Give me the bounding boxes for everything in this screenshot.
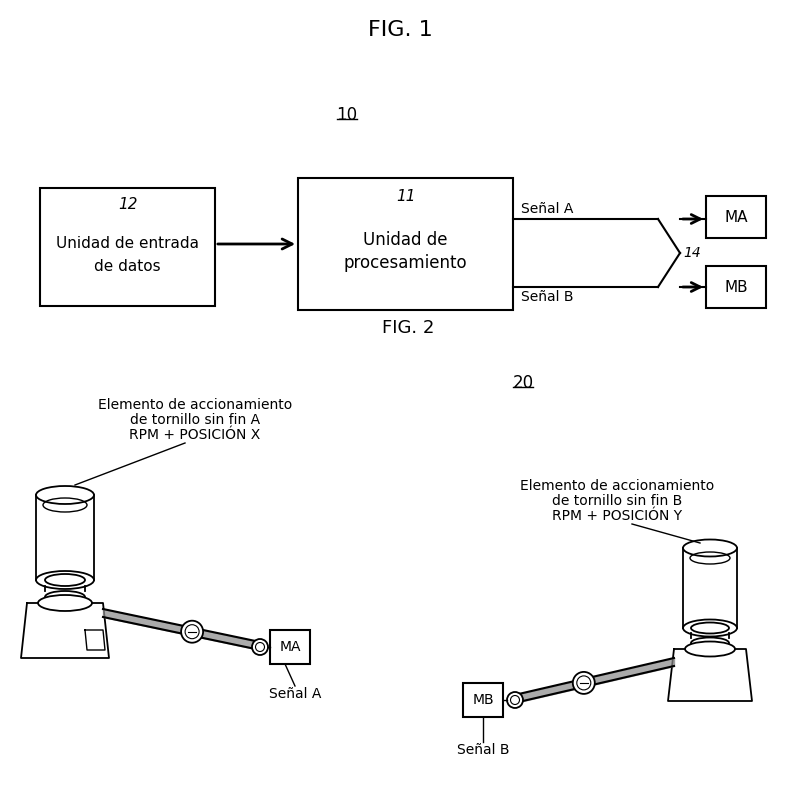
Text: 12: 12	[118, 196, 138, 211]
Text: Unidad de entrada: Unidad de entrada	[56, 235, 199, 250]
Text: procesamiento: procesamiento	[344, 254, 467, 272]
Text: RPM + POSICIÓN Y: RPM + POSICIÓN Y	[552, 509, 682, 523]
Bar	[706, 266, 766, 308]
Bar	[463, 683, 503, 717]
Text: Unidad de: Unidad de	[363, 231, 448, 249]
Text: Señal A: Señal A	[269, 687, 321, 701]
Ellipse shape	[252, 639, 268, 655]
Ellipse shape	[685, 642, 735, 657]
Text: 10: 10	[337, 106, 358, 124]
Text: Señal B: Señal B	[457, 743, 510, 757]
Text: 11: 11	[396, 188, 415, 204]
Bar	[706, 196, 766, 238]
Text: Señal A: Señal A	[521, 202, 574, 216]
Bar	[40, 188, 215, 306]
Text: 14: 14	[683, 246, 701, 260]
Text: de tornillo sin fin A: de tornillo sin fin A	[130, 413, 260, 427]
Text: de datos: de datos	[94, 258, 161, 273]
Text: Señal B: Señal B	[521, 290, 574, 304]
Ellipse shape	[691, 638, 729, 649]
Ellipse shape	[691, 623, 729, 634]
Ellipse shape	[38, 595, 92, 611]
Text: MA: MA	[279, 640, 301, 654]
Ellipse shape	[573, 672, 594, 694]
Polygon shape	[668, 649, 752, 701]
Text: FIG. 2: FIG. 2	[382, 319, 434, 337]
Ellipse shape	[36, 486, 94, 504]
Text: MA: MA	[724, 210, 748, 224]
Ellipse shape	[683, 539, 737, 557]
Text: RPM + POSICIÓN X: RPM + POSICIÓN X	[130, 428, 261, 442]
Ellipse shape	[45, 591, 85, 603]
Text: 20: 20	[513, 374, 534, 392]
Text: MB: MB	[724, 280, 748, 295]
Text: MB: MB	[472, 693, 494, 707]
Ellipse shape	[181, 621, 203, 642]
Polygon shape	[21, 603, 109, 658]
Bar	[298, 178, 513, 310]
Text: Elemento de accionamiento: Elemento de accionamiento	[98, 398, 292, 412]
Text: de tornillo sin fin B: de tornillo sin fin B	[552, 494, 682, 508]
Text: Elemento de accionamiento: Elemento de accionamiento	[520, 479, 714, 493]
Ellipse shape	[507, 692, 523, 708]
Bar	[270, 630, 310, 664]
Text: FIG. 1: FIG. 1	[368, 20, 432, 40]
Ellipse shape	[45, 574, 85, 586]
